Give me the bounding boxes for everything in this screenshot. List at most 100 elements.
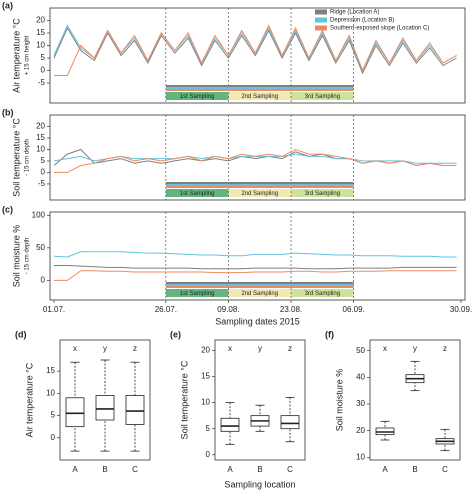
group-letter: z (443, 344, 447, 353)
y-axis-title: Soil moisture % (334, 369, 344, 432)
plot-frame (369, 339, 461, 461)
sampling-band-label: 2nd Sampling (241, 191, 278, 197)
plot-frame (59, 339, 151, 461)
box (65, 397, 85, 428)
sampling-band (165, 92, 229, 100)
y-tick-label: 40 (356, 372, 365, 381)
sampling-band (165, 289, 229, 297)
box (95, 395, 115, 421)
y-tick-label: 15 (36, 133, 45, 142)
y-axis-title: Air temperature °C (11, 18, 21, 93)
panel-label: (f) (325, 329, 334, 339)
x-tick-label: C (442, 465, 448, 474)
x-tick-label: 30.09. (450, 305, 472, 314)
x-tick-label: B (257, 465, 262, 474)
x-tick-label: 09.08. (217, 305, 239, 314)
legend-label: Southern-exposed slope (Location C) (330, 26, 429, 32)
series-line (53, 24, 457, 72)
x-tick-label: 01.07. (43, 305, 65, 314)
y-tick-label: 5 (206, 424, 211, 433)
series-line (54, 270, 457, 281)
sampling-band-label: 3rd Sampling (305, 94, 340, 100)
y-axis-subtitle: + 15 cm height (25, 35, 31, 75)
legend-label: Ridge (Location A) (330, 10, 379, 16)
sampling-band (291, 92, 354, 100)
y-tick-label: 0 (51, 433, 56, 442)
x-tick-label: B (102, 465, 107, 474)
sampling-band-label: 1st Sampling (180, 291, 215, 297)
y-tick-label: 20 (201, 346, 210, 355)
y-axis-subtitle: - 15 cm depth (25, 238, 31, 275)
y-tick-label: 10 (36, 145, 45, 154)
box (125, 395, 145, 425)
legend-swatch (315, 25, 327, 31)
group-letter: y (103, 344, 107, 353)
y-tick-label: 10 (356, 452, 365, 461)
y-tick-label: 0 (41, 276, 46, 285)
group-letter: x (73, 344, 77, 353)
sampling-band-label: 3rd Sampling (305, 191, 340, 197)
y-tick-label: 5 (51, 411, 56, 420)
plot-frame (214, 339, 306, 461)
x-tick-label: A (227, 465, 233, 474)
box (220, 417, 240, 432)
panel-label: (d) (15, 329, 27, 339)
y-axis-title: Soil temperature °C (179, 360, 189, 439)
group-letter: y (413, 344, 417, 353)
panel-label: (a) (2, 0, 13, 10)
series-line (53, 251, 457, 258)
group-letter: z (133, 344, 137, 353)
y-tick-label: 10 (46, 388, 55, 397)
x-tick-label: A (382, 465, 388, 474)
y-tick-label: 50 (356, 346, 365, 355)
y-axis-title: Soil moisture % (11, 225, 21, 288)
series-line (54, 24, 457, 76)
legend-swatch (315, 9, 327, 15)
y-tick-label: 20 (36, 122, 45, 131)
y-tick-label: 5 (41, 53, 46, 62)
sampling-band-label: 1st Sampling (180, 191, 215, 197)
group-letter: z (288, 344, 292, 353)
y-tick-label: 20 (36, 16, 45, 25)
x-axis-title: Sampling dates 2015 (215, 316, 300, 326)
y-tick-label: 20 (356, 426, 365, 435)
x-tick-label: 26.07. (155, 305, 177, 314)
y-tick-label: 15 (46, 366, 55, 375)
y-tick-label: 10 (201, 398, 210, 407)
y-tick-label: 0 (206, 450, 211, 459)
x-tick-label: 06.09. (343, 305, 365, 314)
panel-label: (c) (2, 204, 13, 214)
y-axis-title: Soil temperature °C (11, 118, 21, 197)
y-tick-label: 30 (356, 399, 365, 408)
sampling-band (228, 92, 292, 100)
sampling-band (291, 189, 354, 197)
y-axis-title: Air temperature °C (24, 362, 34, 437)
group-letter: x (383, 344, 387, 353)
plot-frame (49, 7, 466, 104)
y-tick-label: 15 (201, 372, 210, 381)
y-tick-label: 10 (36, 41, 45, 50)
sampling-band (228, 189, 292, 197)
group-letter: x (228, 344, 232, 353)
panel-label: (e) (170, 329, 181, 339)
y-tick-label: 15 (36, 28, 45, 37)
x-tick-label: B (412, 465, 417, 474)
legend-swatch (315, 17, 327, 23)
y-tick-label: 100 (32, 210, 46, 219)
group-letter: y (258, 344, 262, 353)
x-tick-label: 23.08. (280, 305, 302, 314)
series-line (53, 26, 457, 75)
series-line (54, 148, 457, 173)
series-line (54, 265, 457, 270)
y-tick-label: -5 (38, 78, 46, 87)
sampling-band-label: 2nd Sampling (241, 291, 278, 297)
sampling-band-label: 3rd Sampling (305, 291, 340, 297)
panel-label: (b) (2, 107, 14, 117)
y-axis-subtitle: - 15 cm depth (25, 139, 31, 176)
sampling-band-label: 1st Sampling (180, 94, 215, 100)
sampling-band (165, 189, 229, 197)
x-tick-label: C (132, 465, 138, 474)
sampling-band-label: 2nd Sampling (241, 94, 278, 100)
y-tick-label: -5 (38, 179, 46, 188)
